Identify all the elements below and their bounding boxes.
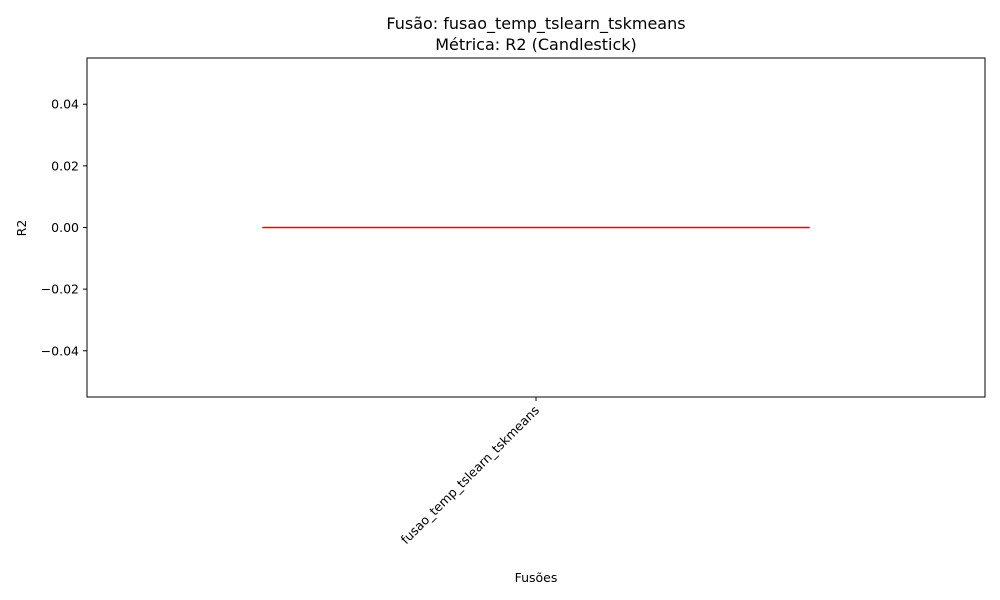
y-tick-label: 0.02 xyxy=(51,158,79,173)
y-tick-label: 0.04 xyxy=(51,97,79,112)
y-tick-label: 0.00 xyxy=(51,220,79,235)
y-axis-label: R2 xyxy=(14,220,29,237)
chart-subtitle: Métrica: R2 (Candlestick) xyxy=(435,35,637,54)
x-ticks: fusao_temp_tslearn_tskmeans xyxy=(398,397,542,547)
x-tick-label: fusao_temp_tslearn_tskmeans xyxy=(398,403,542,547)
x-axis-label: Fusões xyxy=(515,570,558,585)
y-ticks: −0.04 −0.02 0.00 0.02 0.04 xyxy=(41,97,87,358)
chart-title: Fusão: fusao_temp_tslearn_tskmeans xyxy=(386,14,685,34)
y-tick-label: −0.04 xyxy=(41,343,79,358)
y-tick-label: −0.02 xyxy=(41,282,79,297)
